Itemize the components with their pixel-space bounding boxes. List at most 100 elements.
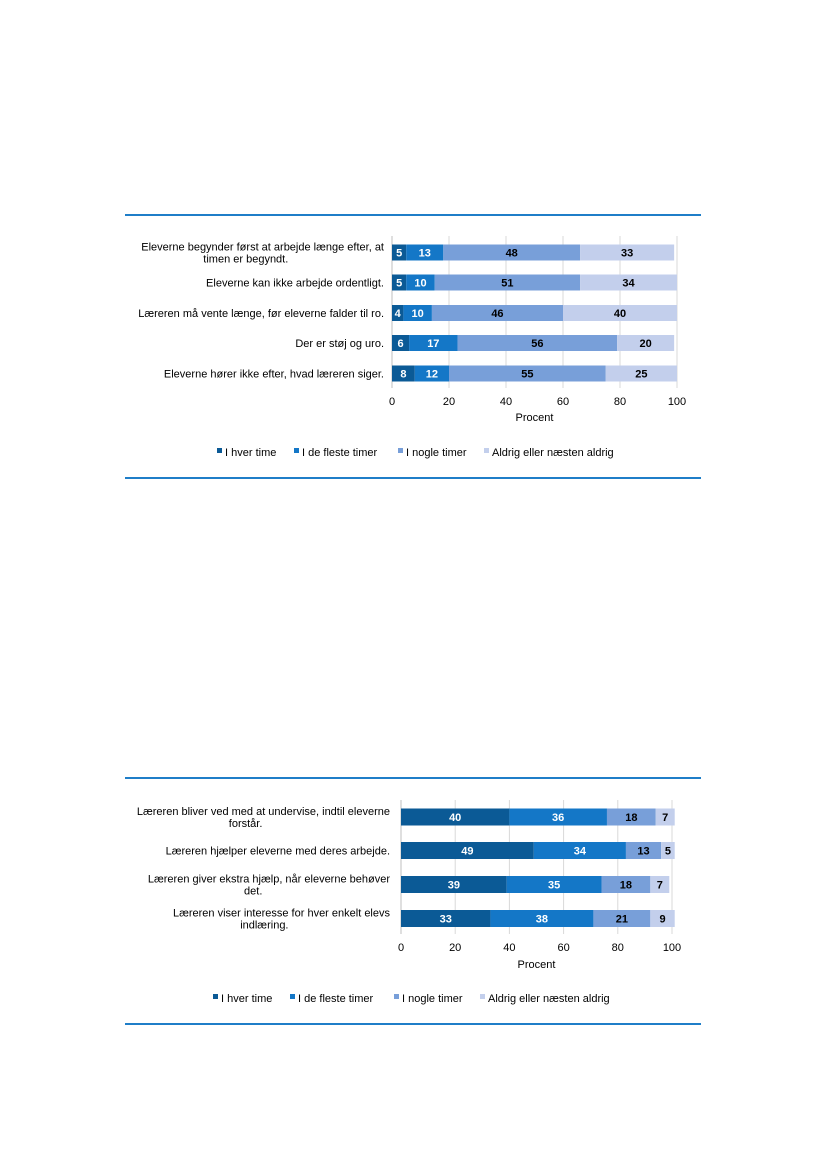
- data-label: 56: [531, 338, 543, 350]
- data-label: 39: [448, 880, 460, 892]
- x-tick-label: 40: [503, 942, 515, 954]
- bar-segment: [457, 335, 618, 351]
- x-tick-label: 80: [612, 942, 624, 954]
- bar-segment: [403, 305, 432, 321]
- data-label: 34: [574, 846, 587, 858]
- bar-segment: [401, 808, 510, 826]
- bar-segment: [434, 274, 581, 291]
- legend-swatch: [394, 994, 399, 999]
- data-label: 49: [461, 846, 473, 858]
- x-tick-label: 0: [398, 942, 404, 954]
- bar-segment: [650, 910, 675, 927]
- legend-swatch: [213, 994, 218, 999]
- bar-segment: [509, 808, 607, 826]
- category-label: Eleverne kan ikke arbejde ordentligt.: [206, 278, 384, 290]
- bar-segment: [406, 274, 435, 291]
- bar-segment: [392, 335, 410, 351]
- bar-segment: [563, 305, 677, 321]
- bar-segment: [414, 365, 449, 382]
- data-label: 33: [621, 248, 633, 260]
- legend-swatch: [294, 448, 299, 453]
- bar-segment: [601, 876, 651, 893]
- data-label: 40: [449, 812, 461, 824]
- data-label: 18: [620, 880, 632, 892]
- bar-segment: [606, 808, 656, 826]
- bar-segment: [401, 842, 534, 859]
- category-label: Der er støj og uro.: [295, 338, 384, 350]
- bar-segment: [490, 910, 594, 927]
- bar-segment: [655, 808, 675, 826]
- category-label: Eleverne begynder først at arbejde længe…: [141, 242, 384, 266]
- x-axis-label: Procent: [518, 959, 556, 971]
- legend-label: I nogle timer: [406, 447, 467, 459]
- data-label: 20: [640, 338, 652, 350]
- bar-segment: [401, 910, 491, 927]
- chart-2-bottom-rule: [125, 1023, 701, 1025]
- legend-swatch: [217, 448, 222, 453]
- x-tick-label: 100: [663, 942, 681, 954]
- data-label: 46: [491, 308, 503, 320]
- data-label: 18: [625, 812, 637, 824]
- category-label: Læreren giver ekstra hjælp, når eleverne…: [148, 874, 390, 898]
- bar-segment: [392, 244, 407, 261]
- data-label: 51: [501, 278, 513, 290]
- bar-segment: [449, 365, 606, 382]
- bar-segment: [625, 842, 662, 859]
- data-label: 55: [521, 369, 533, 381]
- data-label: 8: [400, 369, 406, 381]
- bar-segment: [431, 305, 563, 321]
- data-label: 7: [657, 880, 663, 892]
- data-label: 38: [536, 914, 548, 926]
- legend-label: Aldrig eller næsten aldrig: [492, 447, 614, 459]
- chart-1-bottom-rule: [125, 477, 701, 479]
- legend-label: I hver time: [225, 447, 276, 459]
- data-label: 25: [635, 369, 647, 381]
- bar-segment: [650, 876, 670, 893]
- data-label: 40: [614, 308, 626, 320]
- data-label: 35: [548, 880, 560, 892]
- data-label: 10: [414, 278, 426, 290]
- bar-segment: [406, 244, 444, 261]
- data-label: 17: [427, 338, 439, 350]
- category-label: Læreren hjælper eleverne med deres arbej…: [166, 846, 390, 858]
- data-label: 5: [396, 248, 402, 260]
- data-label: 48: [506, 248, 518, 260]
- x-tick-label: 20: [443, 396, 455, 408]
- data-label: 10: [412, 308, 424, 320]
- bar-segment: [580, 244, 675, 261]
- data-label: 13: [419, 248, 431, 260]
- bar-segment: [392, 365, 415, 382]
- category-label: Læreren bliver ved med at undervise, ind…: [137, 806, 390, 830]
- data-label: 21: [616, 914, 628, 926]
- category-label: Læreren viser interesse for hver enkelt …: [173, 908, 391, 932]
- data-label: 6: [397, 338, 403, 350]
- bar-segment: [605, 365, 677, 382]
- legend-label: I nogle timer: [402, 993, 463, 1005]
- legend-label: Aldrig eller næsten aldrig: [488, 993, 610, 1005]
- bar-segment: [661, 842, 675, 859]
- data-label: 5: [665, 846, 671, 858]
- data-label: 5: [396, 278, 402, 290]
- bar-segment: [506, 876, 602, 893]
- bar-segment: [533, 842, 626, 859]
- legend-swatch: [398, 448, 403, 453]
- legend-label: I de fleste timer: [302, 447, 378, 459]
- bar-segment: [409, 335, 458, 351]
- category-label: Eleverne hører ikke efter, hvad læreren …: [164, 369, 384, 381]
- x-tick-label: 60: [557, 396, 569, 408]
- bar-segment: [392, 274, 407, 291]
- legend-swatch: [480, 994, 485, 999]
- bar-segment: [580, 274, 677, 291]
- bar-segment: [401, 876, 507, 893]
- bar-segment: [617, 335, 675, 351]
- data-label: 36: [552, 812, 564, 824]
- data-label: 12: [426, 369, 438, 381]
- data-label: 13: [637, 846, 649, 858]
- x-tick-label: 0: [389, 396, 395, 408]
- x-tick-label: 60: [557, 942, 569, 954]
- x-axis-label: Procent: [516, 412, 554, 424]
- bar-segment: [392, 305, 404, 321]
- legend-label: I de fleste timer: [298, 993, 374, 1005]
